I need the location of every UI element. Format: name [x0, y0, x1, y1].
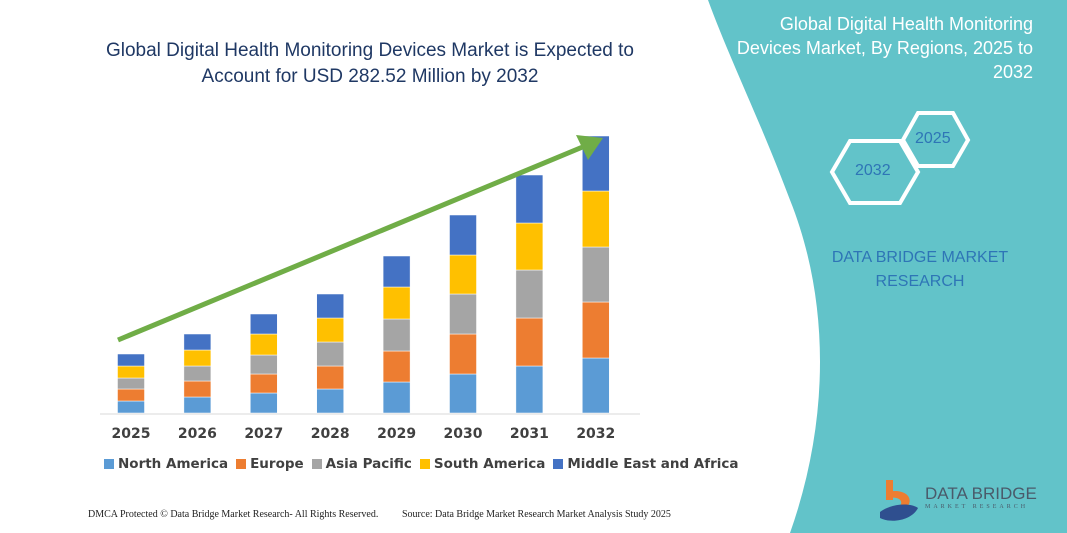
- x-tick-label: 2030: [443, 426, 483, 442]
- bar-segment-2026-europe: [183, 380, 212, 398]
- teal-side-panel: [708, 0, 1067, 533]
- bar-segment-2029-south-america: [382, 286, 411, 320]
- bar-segment-2026-south-america: [183, 349, 212, 367]
- hexagon-2032: [829, 139, 921, 205]
- footer-source: Source: Data Bridge Market Research Mark…: [402, 509, 671, 520]
- x-tick-label: 2028: [310, 426, 350, 442]
- bar-segment-2026-asia-pacific: [183, 365, 212, 382]
- legend-swatch: [104, 459, 114, 469]
- bar-segment-2025-asia-pacific: [117, 377, 145, 390]
- legend: North America Europe Asia Pacific South Ame…: [104, 456, 739, 472]
- bar-segment-2031-middle-east-and-africa: [515, 174, 544, 224]
- bar-segment-2030-north-america: [449, 373, 477, 414]
- data-bridge-logo-icon: [880, 480, 918, 521]
- bar-segment-2025-europe: [117, 388, 145, 402]
- hex-label-start: 2025: [915, 130, 951, 147]
- bar-segment-2029-middle-east-and-africa: [382, 255, 411, 288]
- bar-segment-2027-europe: [250, 373, 278, 394]
- bar-segment-2025-south-america: [117, 365, 145, 379]
- legend-label: Europe: [250, 456, 304, 472]
- bar-segment-2031-asia-pacific: [515, 269, 544, 319]
- bar-segment-2027-asia-pacific: [250, 354, 278, 375]
- bar-segment-2031-north-america: [515, 365, 544, 414]
- bar-segment-2032-europe: [582, 301, 610, 359]
- legend-item: Middle East and Africa: [553, 456, 739, 472]
- logo-name: DATA BRIDGE: [925, 484, 1037, 503]
- hexagon-2025: [900, 111, 971, 168]
- x-tick-label: 2026: [177, 426, 217, 442]
- legend-swatch: [311, 459, 322, 469]
- bar-segment-2029-europe: [382, 350, 411, 383]
- trend-arrow: [117, 135, 603, 343]
- legend-swatch: [236, 459, 247, 469]
- bar-segment-2032-south-america: [582, 190, 610, 248]
- legend-item: Europe: [236, 456, 304, 472]
- x-tick-label: 2032: [576, 426, 616, 442]
- bar-segment-2032-north-america: [582, 357, 610, 414]
- bar-segment-2025-middle-east-and-africa: [117, 353, 145, 367]
- x-tick-label: 2027: [244, 426, 284, 442]
- bar-segment-2027-north-america: [250, 392, 278, 414]
- bar-segment-2030-asia-pacific: [449, 293, 477, 335]
- bar-segment-2030-south-america: [449, 254, 477, 295]
- bar-segment-2030-middle-east-and-africa: [449, 214, 477, 256]
- x-tick-label: 2029: [377, 426, 417, 442]
- bar-segment-2027-middle-east-and-africa: [250, 313, 278, 335]
- bar-segment-2031-south-america: [515, 222, 544, 271]
- bar-segment-2032-asia-pacific: [582, 246, 610, 303]
- legend-swatch: [419, 459, 430, 469]
- hex-label-end: 2032: [855, 162, 891, 179]
- legend-label: North America: [118, 456, 229, 472]
- legend-item: Asia Pacific: [311, 456, 412, 472]
- bar-segment-2025-north-america: [117, 400, 145, 414]
- bar-segment-2026-middle-east-and-africa: [183, 333, 212, 351]
- bar-segment-2028-south-america: [316, 317, 344, 343]
- legend-label: South America: [433, 456, 546, 472]
- bar-segment-2028-north-america: [316, 388, 344, 414]
- logo-tagline: MARKET RESEARCH: [925, 504, 1029, 510]
- bar-segment-2029-asia-pacific: [382, 318, 411, 352]
- footer-copyright: DMCA Protected © Data Bridge Market Rese…: [88, 509, 379, 520]
- legend-label: Asia Pacific: [325, 456, 412, 472]
- legend-item: North America: [104, 456, 228, 472]
- x-tick-label: 2025: [111, 426, 151, 442]
- bar-segment-2027-south-america: [250, 333, 278, 356]
- bar-segment-2030-europe: [449, 333, 477, 375]
- bar-segment-2026-north-america: [183, 396, 212, 414]
- legend-item: South America: [419, 456, 546, 472]
- bar-segment-2028-middle-east-and-africa: [316, 293, 344, 319]
- x-tick-label: 2031: [509, 426, 549, 442]
- legend-label: Middle East and Africa: [567, 456, 739, 472]
- bar-segment-2029-north-america: [382, 381, 411, 414]
- legend-swatch: [553, 459, 564, 469]
- bar-segment-2028-europe: [316, 365, 344, 390]
- page-title: Global Digital Health Monitoring Devices…: [105, 40, 634, 87]
- bar-segment-2031-europe: [515, 317, 544, 367]
- bar-segment-2028-asia-pacific: [316, 341, 344, 367]
- brand-text: DATA BRIDGE MARKET RESEARCH: [831, 249, 1009, 290]
- side-panel-title: Global Digital Health Monitoring Devices…: [736, 14, 1033, 82]
